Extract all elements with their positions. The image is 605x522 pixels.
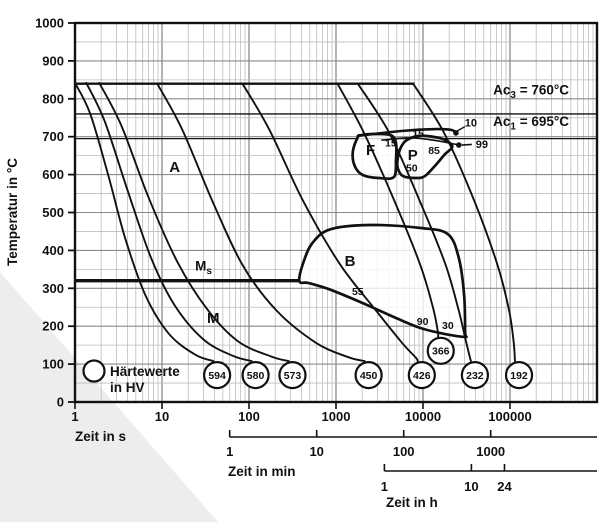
x-axis-s: 1 10 100 1000 10000 100000 Zeit in s [71,402,532,444]
cooling-curve-450 [156,82,366,363]
x-tick-label: 1 [226,444,233,459]
percent-labels: 15 15 85 50 55 90 30 [352,128,454,332]
hardness-value: 573 [284,370,302,382]
percent-label: 85 [428,145,440,157]
hardness-circle [241,360,270,390]
y-axis: 0 100 200 300 400 500 600 700 800 900 1000 Temperat… [5,16,75,410]
cooling-curve-192 [412,83,516,363]
cooling-curve-573 [98,81,290,363]
hardness-circle [504,360,534,390]
x-tick-label: 1 [381,479,388,494]
transformation-lines: 10 99 [356,118,488,151]
cooling-curve-426 [241,82,419,363]
y-tick-label: 800 [42,91,64,106]
percent-label: 55 [352,286,364,298]
transformation-line [356,127,458,138]
x-tick-label: 100 [393,444,415,459]
background-shading [0,272,218,522]
hardness-value: 192 [510,370,528,382]
region-b [297,223,468,339]
marker-label-99: 99 [476,139,488,151]
x-tick-label: 10000 [405,409,441,424]
y-tick-label: 400 [42,243,64,258]
x-axis-title: Zeit in s [75,429,126,444]
y-tick-label: 600 [42,167,64,182]
transformation-line [381,136,461,146]
region-p [395,134,454,180]
hardness-value: 426 [413,370,431,382]
cooling-curves [74,81,516,363]
percent-label: 50 [406,163,418,175]
percent-label: 15 [412,128,424,140]
phase-letters: A M F P B Ac3 = 760°C Ac1 = 695°C Ms [169,82,569,327]
y-tick-label: 0 [57,395,64,410]
y-axis-title: Temperatur in °C [5,158,20,266]
legend-circle-symbol [82,359,106,383]
x-tick-label: 1000 [322,409,351,424]
percent-label: 90 [417,316,429,328]
y-tick-label: 500 [42,205,64,220]
phase-label-A: A [169,159,180,176]
x-tick-label: 10 [155,409,169,424]
x-tick-label: 24 [497,479,512,494]
legend-line1: Härtewerte [110,364,180,379]
hardness-value: 232 [466,370,484,382]
marker-label-10: 10 [465,118,477,130]
y-tick-label: 100 [42,357,64,372]
marker-dot-10 [453,130,459,136]
cooling-curve-594 [74,81,215,363]
y-tick-label: 300 [42,281,64,296]
ref-label-ms: Ms [195,258,212,277]
x-axis-title: Zeit in h [386,495,438,510]
marker-connector [461,143,472,146]
hardness-value: 580 [247,370,265,382]
grid [75,23,597,402]
y-tick-label: 700 [42,129,64,144]
percent-label: 15 [385,137,397,149]
cooling-curve-580 [85,81,253,363]
hardness-circle [354,360,383,390]
hardness-circle [278,360,307,390]
ref-label-ac3: Ac3 = 760°C [493,82,569,101]
cooling-curve-366 [336,82,440,338]
hardness-value: 450 [360,370,378,382]
x-tick-label: 1 [71,409,78,424]
x-axis-h: 1 10 24 Zeit in h [381,464,597,510]
phase-label-P: P [408,147,418,164]
phase-label-M: M [207,310,220,327]
x-tick-label: 1000 [476,444,505,459]
x-tick-label: 100000 [488,409,531,424]
phase-label-F: F [366,142,375,159]
x-axis-title: Zeit in min [228,464,296,479]
percent-label: 30 [442,320,454,332]
y-tick-label: 200 [42,319,64,334]
hardness-value: 366 [432,346,450,358]
x-tick-label: 10 [309,444,323,459]
legend-line2: in HV [110,380,145,395]
x-tick-label: 10 [464,479,478,494]
x-axis-min: 1 10 100 1000 Zeit in min [226,430,597,479]
y-tick-label: 1000 [35,16,64,31]
hardness-circle [426,336,455,365]
phase-regions [297,132,468,339]
hardness-value: 594 [208,370,226,382]
hardness-circle [407,360,436,390]
y-tick-label: 900 [42,53,64,68]
x-tick-label: 100 [238,409,260,424]
ref-label-ac1: Ac1 = 695°C [493,114,569,133]
phase-label-B: B [345,253,356,270]
marker-dot-99 [456,142,462,148]
hardness-circle [460,360,490,390]
hardness-circle [203,360,232,390]
marker-connector [457,126,466,132]
